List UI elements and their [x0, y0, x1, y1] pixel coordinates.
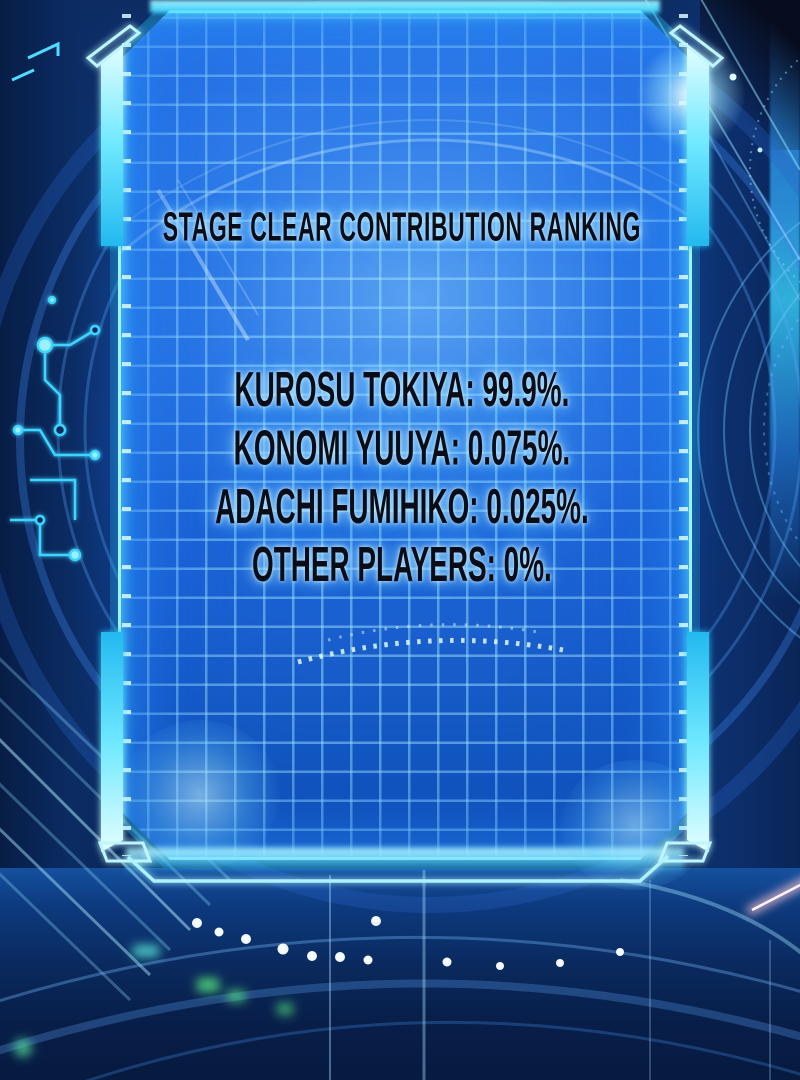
- ranking-line-2: KONOMI YUUYA: 0.075%.: [233, 419, 571, 476]
- bracket-bar-top-right: [687, 44, 709, 246]
- bracket-bar-top-left: [101, 44, 123, 246]
- ranking-line-1: KUROSU TOKIYA: 99.9%.: [234, 361, 570, 418]
- bracket-foot-bottom-left: [97, 841, 153, 863]
- pink-streak: [746, 880, 800, 916]
- panel-ruler-ticks-left: [122, 14, 131, 856]
- dot-arc: [192, 916, 624, 970]
- ranking-line-4: OTHER PLAYERS: 0%.: [252, 536, 552, 593]
- background-bottom-band: [0, 868, 800, 1080]
- bottom-rail: [126, 854, 670, 883]
- panel-top-glow-strip: [150, 0, 660, 13]
- bracket-cap-top-right: [668, 24, 725, 68]
- bracket-cap-top-left: [85, 24, 142, 68]
- panel-inner-decor: [118, 119, 692, 860]
- holo-panel: [118, 10, 692, 860]
- panel-title: STAGE CLEAR CONTRIBUTION RANKING: [162, 204, 641, 250]
- lens-flare-bottom-left: [120, 720, 280, 870]
- bracket-bar-bottom-right: [687, 632, 709, 852]
- circuit-traces: [10, 295, 101, 562]
- bottom-hairlines: [329, 870, 771, 1080]
- ranking-list: KUROSU TOKIYA: 99.9%. KONOMI YUUYA: 0.07…: [154, 360, 650, 593]
- ranking-line-3: ADACHI FUMIHIKO: 0.025%.: [215, 477, 589, 534]
- green-blobs: [14, 945, 293, 1057]
- bracket-foot-bottom-right: [657, 841, 713, 863]
- topleft-glyphs: [11, 41, 60, 82]
- lens-flare-bottom-center: [560, 760, 710, 890]
- panel-ruler-ticks-right: [679, 14, 688, 856]
- bracket-bar-bottom-left: [101, 632, 123, 852]
